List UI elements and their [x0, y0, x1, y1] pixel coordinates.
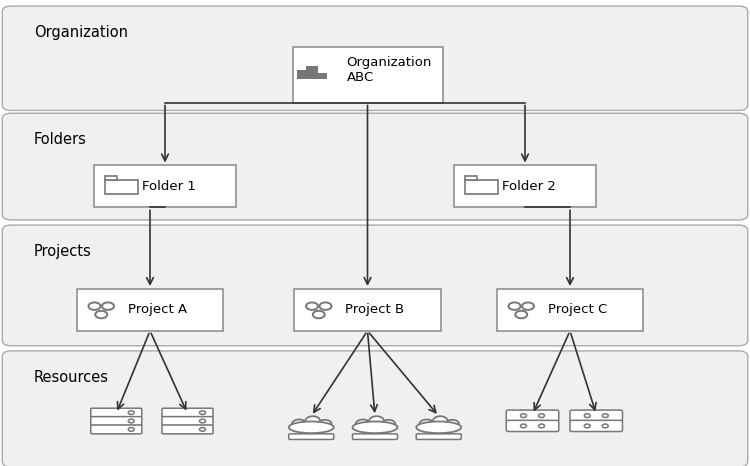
- FancyBboxPatch shape: [162, 408, 213, 417]
- Circle shape: [88, 302, 101, 310]
- FancyBboxPatch shape: [465, 180, 498, 194]
- Circle shape: [382, 420, 395, 428]
- FancyBboxPatch shape: [162, 425, 213, 434]
- FancyBboxPatch shape: [506, 420, 559, 432]
- Circle shape: [433, 416, 448, 425]
- Bar: [297, 70, 309, 79]
- FancyBboxPatch shape: [2, 6, 748, 110]
- Circle shape: [292, 419, 307, 429]
- Circle shape: [95, 311, 107, 318]
- Circle shape: [306, 302, 318, 310]
- Polygon shape: [465, 176, 477, 180]
- Circle shape: [369, 416, 384, 425]
- Bar: [315, 73, 327, 79]
- Circle shape: [509, 302, 520, 310]
- Circle shape: [102, 302, 114, 310]
- FancyBboxPatch shape: [570, 410, 622, 421]
- Circle shape: [522, 302, 534, 310]
- FancyBboxPatch shape: [570, 420, 622, 432]
- Bar: [306, 66, 318, 79]
- Text: Project A: Project A: [128, 303, 187, 316]
- FancyBboxPatch shape: [416, 434, 461, 439]
- Polygon shape: [105, 176, 117, 180]
- FancyBboxPatch shape: [292, 47, 442, 103]
- Circle shape: [318, 420, 332, 428]
- Text: Organization
ABC: Organization ABC: [346, 56, 432, 84]
- FancyBboxPatch shape: [454, 165, 596, 207]
- Text: Organization: Organization: [34, 25, 128, 40]
- Circle shape: [313, 311, 325, 318]
- Circle shape: [446, 420, 459, 428]
- Circle shape: [305, 416, 320, 425]
- FancyBboxPatch shape: [91, 417, 142, 425]
- FancyBboxPatch shape: [162, 417, 213, 425]
- FancyBboxPatch shape: [352, 434, 398, 439]
- Text: Folder 2: Folder 2: [503, 180, 556, 193]
- FancyBboxPatch shape: [2, 113, 748, 220]
- Text: Projects: Projects: [34, 244, 92, 259]
- Circle shape: [515, 311, 527, 318]
- Circle shape: [356, 419, 370, 429]
- FancyBboxPatch shape: [2, 351, 748, 466]
- Ellipse shape: [416, 421, 461, 433]
- FancyBboxPatch shape: [76, 289, 224, 331]
- Text: Folders: Folders: [34, 132, 86, 147]
- Text: Resources: Resources: [34, 370, 109, 384]
- Ellipse shape: [289, 421, 334, 433]
- FancyBboxPatch shape: [2, 225, 748, 346]
- FancyBboxPatch shape: [105, 180, 138, 194]
- FancyBboxPatch shape: [294, 289, 440, 331]
- FancyBboxPatch shape: [496, 289, 643, 331]
- Text: Folder 1: Folder 1: [142, 180, 196, 193]
- FancyBboxPatch shape: [94, 165, 236, 207]
- FancyBboxPatch shape: [91, 408, 142, 417]
- Circle shape: [320, 302, 332, 310]
- FancyBboxPatch shape: [91, 425, 142, 434]
- Text: Project B: Project B: [345, 303, 404, 316]
- FancyBboxPatch shape: [506, 410, 559, 421]
- Ellipse shape: [352, 421, 398, 433]
- FancyBboxPatch shape: [289, 434, 334, 439]
- Circle shape: [419, 419, 434, 429]
- Text: Project C: Project C: [548, 303, 607, 316]
